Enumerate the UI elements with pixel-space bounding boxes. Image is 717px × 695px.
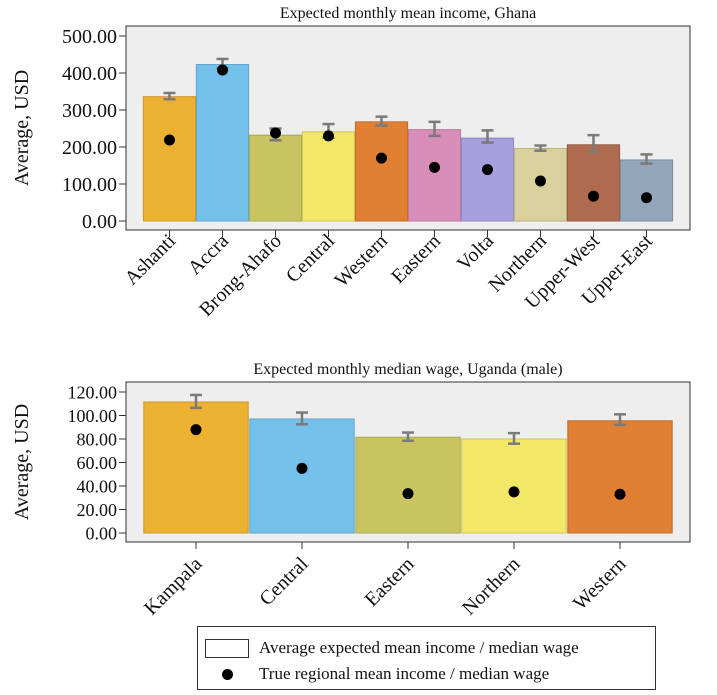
chart2-point-kampala [190,424,202,436]
chart1-bar-ashanti [142,96,197,222]
chart1-bar-upper-east [619,159,674,222]
chart1-x-tick-label: Volta [453,230,498,275]
chart2-point-eastern [402,488,414,500]
chart1-y-tick-label: 200.00 [62,137,117,159]
chart1-y-axis-label: Average, USD [11,70,33,186]
chart2-bar-northern [461,438,567,534]
chart2-y-tick-label: 60.00 [77,453,118,473]
chart1-bar-central [301,131,356,222]
chart1-x-tick-label: Eastern [387,230,445,288]
chart1-bar-brong-ahafo [248,134,303,222]
chart2-bar-eastern [355,436,461,534]
chart2-point-western [614,488,626,500]
chart2-y-tick-label: 0.00 [86,523,118,543]
chart1-y-tick-label: 100.00 [62,174,117,196]
chart1-x-tick-label: Western [330,230,392,292]
chart1-point-western [376,152,387,164]
chart2-y-tick-label: 120.00 [68,382,118,402]
chart1-point-upper-west [588,190,599,202]
chart1-bar-eastern [407,129,462,222]
chart1-point-volta [482,164,493,176]
chart2-point-northern [508,486,520,498]
chart2-bar-central [249,418,355,534]
chart2-y-tick-label: 100.00 [68,406,118,426]
chart1-y-tick-label: 0.00 [82,211,117,233]
chart2-y-tick-label: 20.00 [77,500,118,520]
chart2-x-tick-label: Kampala [140,553,207,620]
chart1-bar-volta [460,137,515,222]
legend-bar-swatch [205,639,249,658]
chart2-point-central [296,462,308,474]
chart1-point-ashanti [164,134,175,146]
legend-dot-marker [222,669,233,680]
chart1-bar-upper-west [566,144,621,222]
legend-label-dot: True regional mean income / median wage [259,664,550,683]
chart1-x-tick-label: Accra [184,230,233,279]
legend-label-bar: Average expected mean income / median wa… [259,638,579,657]
chart1-x-tick-label: Ashanti [120,230,180,290]
chart1-y-tick-label: 300.00 [62,100,117,122]
chart2-y-tick-label: 40.00 [77,476,118,496]
chart1-title: Expected monthly mean income, Ghana [280,5,536,22]
chart1-point-accra [217,64,228,76]
chart1-x-tick-label: Central [282,230,339,287]
chart1-point-eastern [429,161,440,173]
chart1-point-brong-ahafo [270,127,281,139]
chart1-point-northern [535,175,546,187]
chart2-x-tick-label: Eastern [361,553,419,611]
chart1-y-tick-label: 500.00 [62,26,117,48]
chart2-y-axis-label: Average, USD [11,404,33,520]
chart2-bar-western [567,420,673,534]
chart2-bar-kampala [143,401,249,534]
chart2-x-tick-label: Northern [458,553,525,620]
chart1-bar-western [354,121,409,222]
chart2-title: Expected monthly median wage, Uganda (ma… [253,361,562,378]
chart2-x-tick-label: Central [255,553,312,610]
chart1-bar-accra [195,63,250,222]
chart2-y-tick-label: 80.00 [77,429,118,449]
chart-legend: Average expected mean income / median wa… [197,626,656,690]
chart1-point-central [323,130,334,142]
chart1-y-tick-label: 400.00 [62,63,117,85]
chart1-point-upper-east [641,192,652,204]
chart2-x-tick-label: Western [569,553,631,615]
